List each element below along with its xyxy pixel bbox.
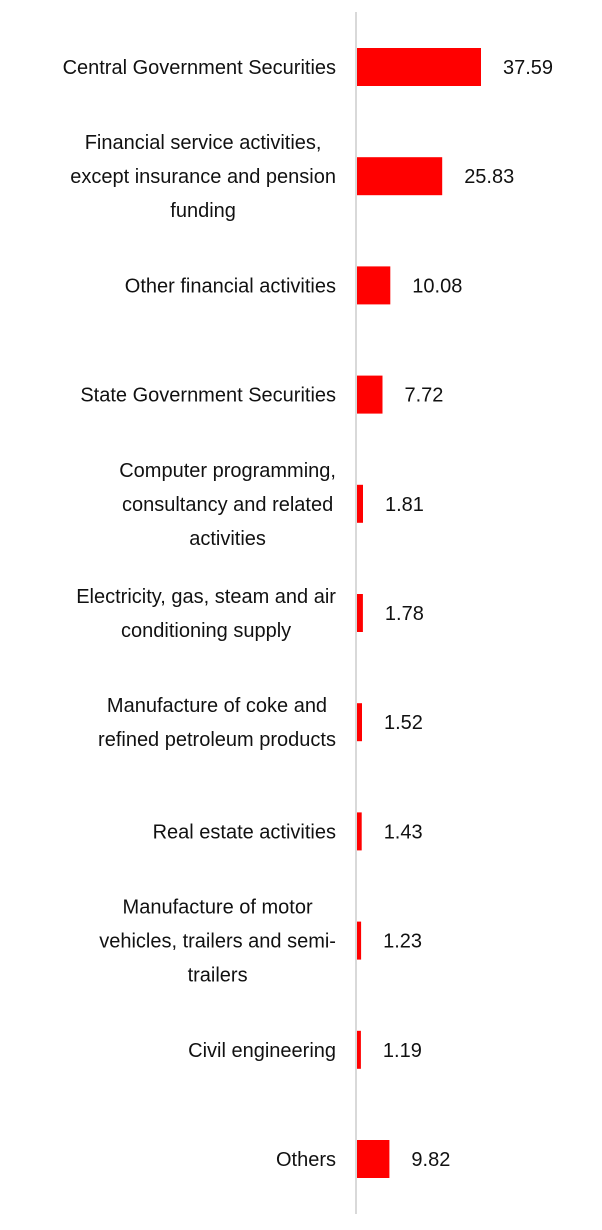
value-label: 10.08 — [412, 275, 462, 297]
value-label: 9.82 — [411, 1149, 450, 1171]
bar — [357, 812, 362, 851]
value-label: 1.81 — [385, 494, 424, 516]
category-label-line: trailers — [188, 965, 248, 987]
category-label-line: conditioning supply — [121, 620, 291, 642]
category-label-line: Real estate activities — [153, 821, 336, 843]
value-label: 1.43 — [384, 821, 423, 843]
category-label: Civil engineering — [188, 1040, 336, 1062]
bar — [357, 48, 481, 86]
bar — [357, 157, 443, 196]
category-label: Other financial activities — [125, 275, 336, 297]
value-label: 25.83 — [464, 166, 514, 188]
category-label-line: refined petroleum products — [98, 729, 336, 751]
category-label-line: State Government Securities — [80, 385, 336, 407]
category-label: Manufacture of motor vehicles, trailers a… — [99, 897, 336, 987]
value-label: 1.19 — [383, 1040, 422, 1062]
value-label: 1.78 — [385, 603, 424, 625]
category-label-line: Financial service activities, — [85, 132, 322, 154]
category-label-line: Central Government Securities — [63, 57, 336, 79]
bar — [357, 375, 383, 414]
category-label: Manufacture of coke and refined petroleum… — [98, 695, 336, 751]
bar — [357, 484, 363, 523]
value-label: 1.52 — [384, 712, 423, 734]
value-label: 1.23 — [383, 931, 422, 953]
category-label: Central Government Securities — [63, 57, 336, 79]
bar — [357, 594, 363, 632]
category-labels-group: Central Government Securities Financial s… — [63, 57, 337, 1171]
category-label-line: Computer programming, — [119, 460, 336, 482]
category-label-line: Electricity, gas, steam and air — [76, 586, 336, 608]
category-label-line: except insurance and pension — [70, 166, 336, 188]
category-label: Others — [276, 1149, 336, 1171]
category-label: Electricity, gas, steam and air condition… — [76, 586, 336, 642]
category-label: Real estate activities — [153, 821, 336, 843]
bar — [357, 1140, 390, 1178]
category-label-line: vehicles, trailers and semi- — [99, 931, 336, 953]
category-label-line: Civil engineering — [188, 1040, 336, 1062]
category-label-line: Manufacture of coke and — [107, 695, 327, 717]
category-label-line: activities — [189, 528, 266, 550]
value-labels-group: 37.59 25.83 10.08 7.72 1.81 1.78 1.52 1.43 1.23 1… — [383, 57, 553, 1171]
bars-group — [357, 48, 481, 1178]
category-label: Computer programming, consultancy and rel… — [119, 460, 336, 550]
bar — [357, 921, 362, 960]
value-label: 7.72 — [405, 385, 444, 407]
category-label: State Government Securities — [80, 385, 336, 407]
category-label: Financial service activities, except insu… — [70, 132, 336, 222]
bar — [357, 703, 362, 742]
category-label-line: funding — [170, 200, 236, 222]
value-label: 37.59 — [503, 57, 553, 79]
category-label-line: Other financial activities — [125, 275, 336, 297]
bar — [357, 266, 391, 305]
bar — [357, 1030, 361, 1069]
category-label-line: Others — [276, 1149, 336, 1171]
category-label-line: consultancy and related — [122, 494, 333, 516]
category-label-line: Manufacture of motor — [123, 897, 313, 919]
